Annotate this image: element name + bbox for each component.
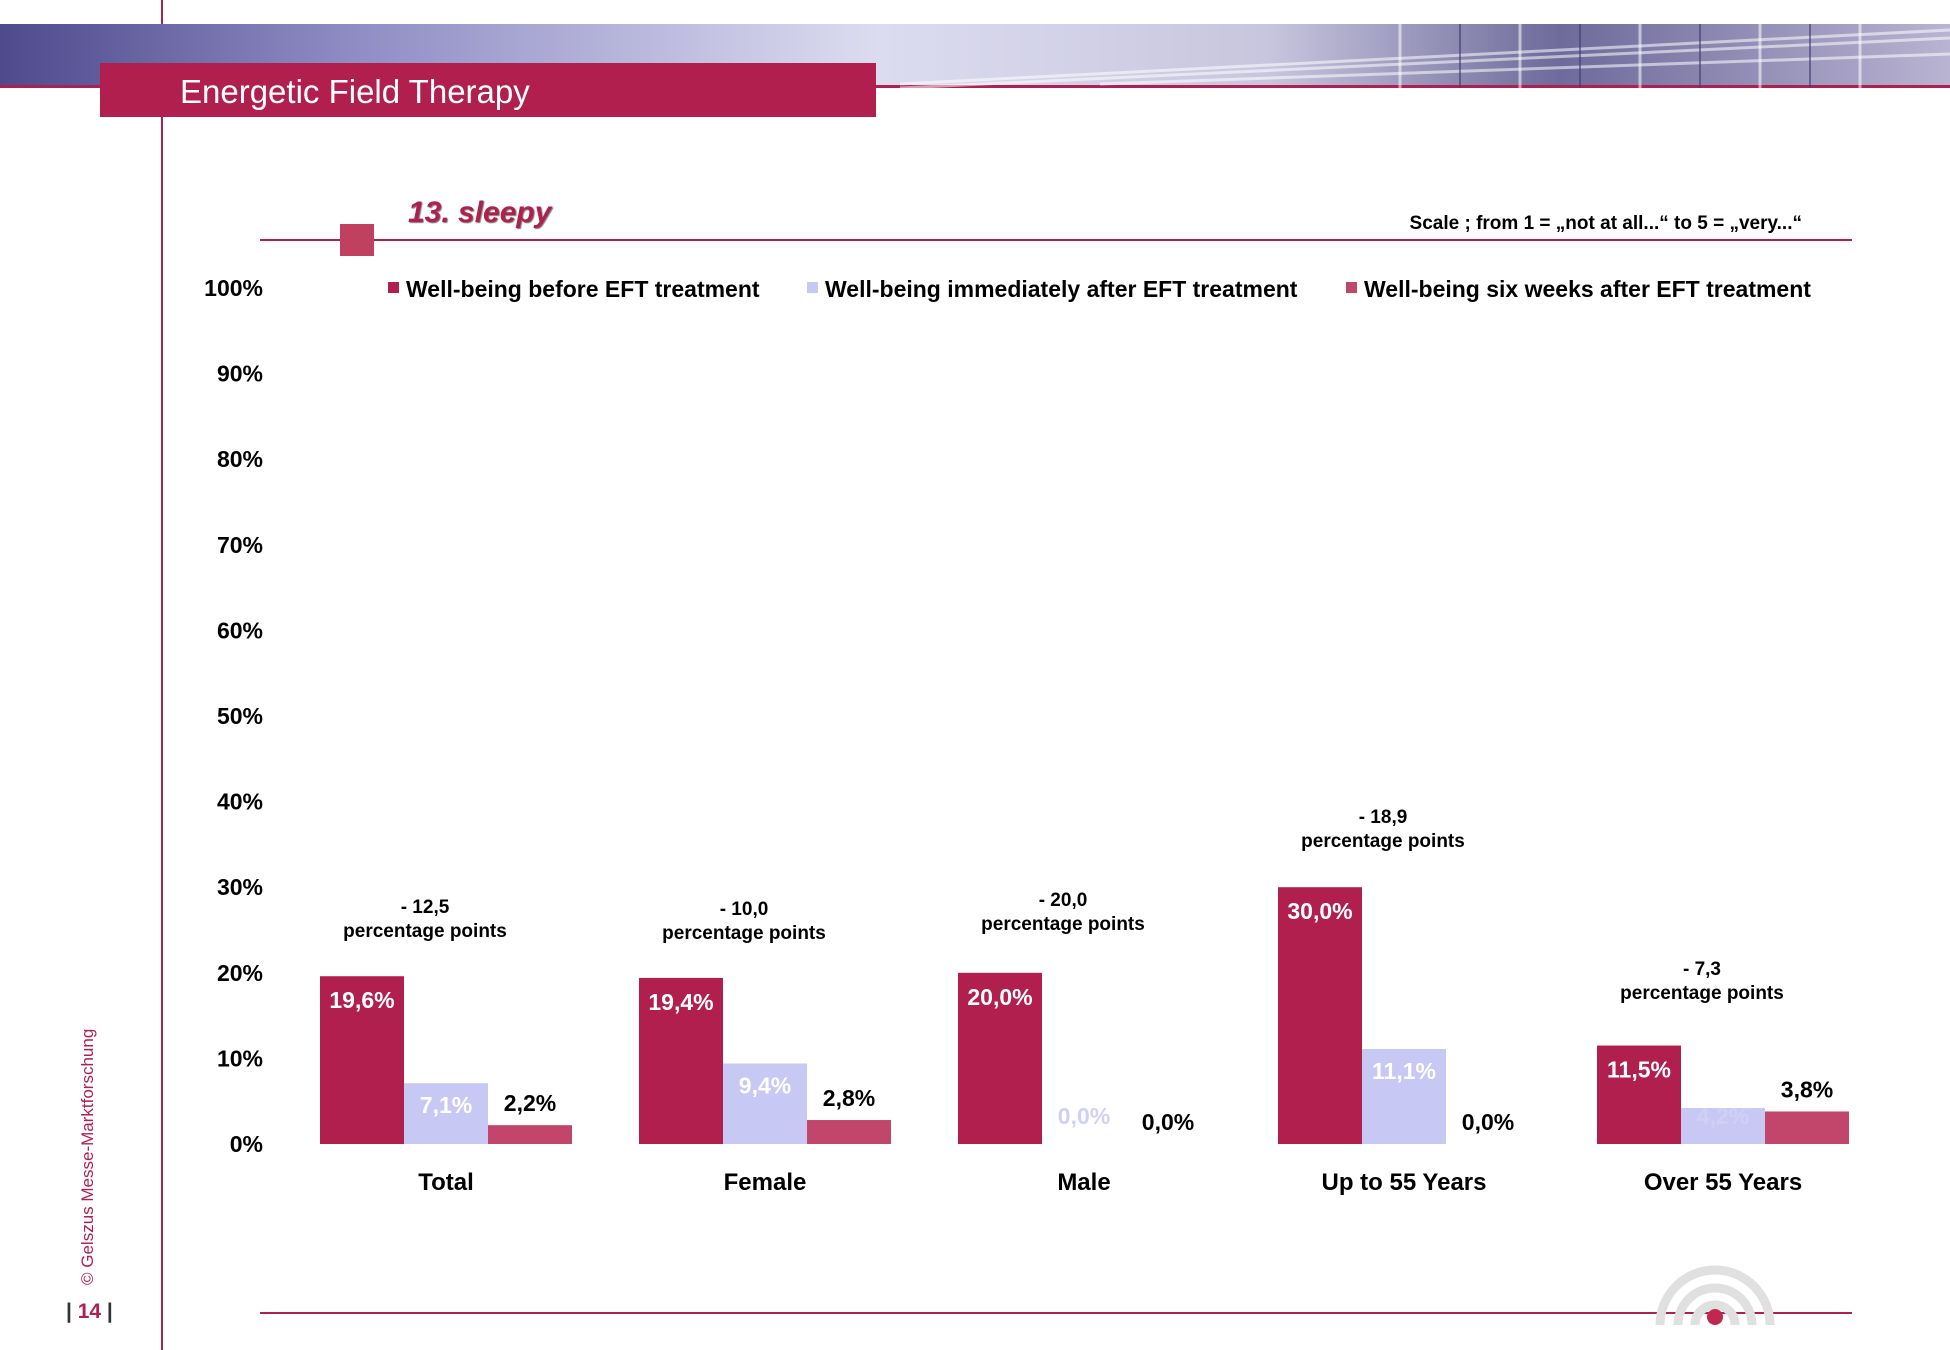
legend-swatch <box>807 282 818 293</box>
company-logo-icon <box>1655 1265 1775 1326</box>
difference-annotation-unit: percentage points <box>662 923 826 944</box>
difference-annotation-value: - 12,5 <box>401 897 450 918</box>
y-tick-label: 30% <box>217 874 263 900</box>
left-accent-line <box>161 0 163 1350</box>
bar-1 <box>1597 1045 1681 1144</box>
difference-annotation-unit: percentage points <box>981 914 1145 935</box>
data-label: 0,0% <box>1058 1103 1110 1129</box>
bar-1 <box>639 977 723 1144</box>
data-label: 0,0% <box>1462 1109 1514 1135</box>
legend-label: Well-being before EFT treatment <box>406 276 760 302</box>
data-label: 11,5% <box>1607 1057 1671 1083</box>
data-label: 19,4% <box>648 989 713 1015</box>
data-label: 30,0% <box>1287 898 1352 924</box>
data-label: 4,2% <box>1697 1103 1749 1129</box>
data-label: 20,0% <box>967 984 1032 1010</box>
page-number-value: 14 <box>77 1300 102 1323</box>
legend-label: Well-being six weeks after EFT treatment <box>1364 276 1811 302</box>
data-label: 3,8% <box>1781 1076 1833 1102</box>
y-tick-label: 20% <box>217 960 263 986</box>
legend-label: Well-being immediately after EFT treatme… <box>825 276 1298 302</box>
difference-annotation-unit: percentage points <box>1301 831 1465 852</box>
difference-annotation-value: - 20,0 <box>1039 890 1088 911</box>
page-number: | 14 | <box>66 1300 113 1323</box>
scale-note: Scale ; from 1 = „not at all...“ to 5 = … <box>1409 213 1802 234</box>
bar-2 <box>723 1063 807 1144</box>
bar-1 <box>958 972 1042 1144</box>
category-label: Up to 55 Years <box>1322 1169 1487 1196</box>
footer-divider <box>260 1312 1852 1314</box>
building-roof-graphic <box>900 24 1950 88</box>
title-bar: Energetic Field Therapy <box>100 63 876 117</box>
y-tick-label: 80% <box>217 446 263 472</box>
y-tick-label: 90% <box>217 361 263 387</box>
bar-2 <box>1681 1108 1765 1144</box>
difference-annotation-value: - 7,3 <box>1683 959 1721 980</box>
difference-annotation-value: - 18,9 <box>1359 807 1408 828</box>
chart-subtitle: 13. sleepy <box>408 196 552 229</box>
category-label: Female <box>724 1169 807 1196</box>
bar-3 <box>1765 1111 1849 1144</box>
data-label: 9,4% <box>739 1073 791 1099</box>
page-title: Energetic Field Therapy <box>180 73 530 110</box>
section-divider <box>260 239 1852 241</box>
legend-swatch <box>1346 282 1357 293</box>
bar-3 <box>807 1120 891 1144</box>
data-label: 2,2% <box>504 1090 556 1116</box>
y-tick-label: 60% <box>217 617 263 643</box>
bar-1 <box>320 976 404 1144</box>
data-label: 11,1% <box>1372 1058 1436 1084</box>
data-label: 7,1% <box>420 1092 472 1118</box>
y-tick-label: 0% <box>230 1131 263 1157</box>
category-label: Over 55 Years <box>1644 1169 1802 1196</box>
difference-annotation-value: - 10,0 <box>720 899 769 920</box>
section-marker <box>340 224 374 256</box>
data-label: 2,8% <box>823 1085 875 1111</box>
y-tick-label: 40% <box>217 789 263 815</box>
y-tick-label: 100% <box>204 275 263 301</box>
y-tick-label: 50% <box>217 703 263 729</box>
category-label: Total <box>418 1169 474 1196</box>
bar-2 <box>1362 1048 1446 1144</box>
bar-1 <box>1278 887 1362 1144</box>
difference-annotation-unit: percentage points <box>1620 983 1784 1004</box>
copyright-text: © Gelszus Messe-Marktforschung <box>78 1028 97 1285</box>
bar-3 <box>488 1125 572 1144</box>
difference-annotation-unit: percentage points <box>343 921 507 942</box>
data-label: 19,6% <box>329 987 394 1013</box>
legend-swatch <box>388 282 399 293</box>
data-label: 0,0% <box>1142 1109 1194 1135</box>
y-tick-label: 70% <box>217 532 263 558</box>
y-tick-label: 10% <box>217 1045 263 1071</box>
bar-2 <box>404 1083 488 1144</box>
category-label: Male <box>1057 1169 1110 1196</box>
